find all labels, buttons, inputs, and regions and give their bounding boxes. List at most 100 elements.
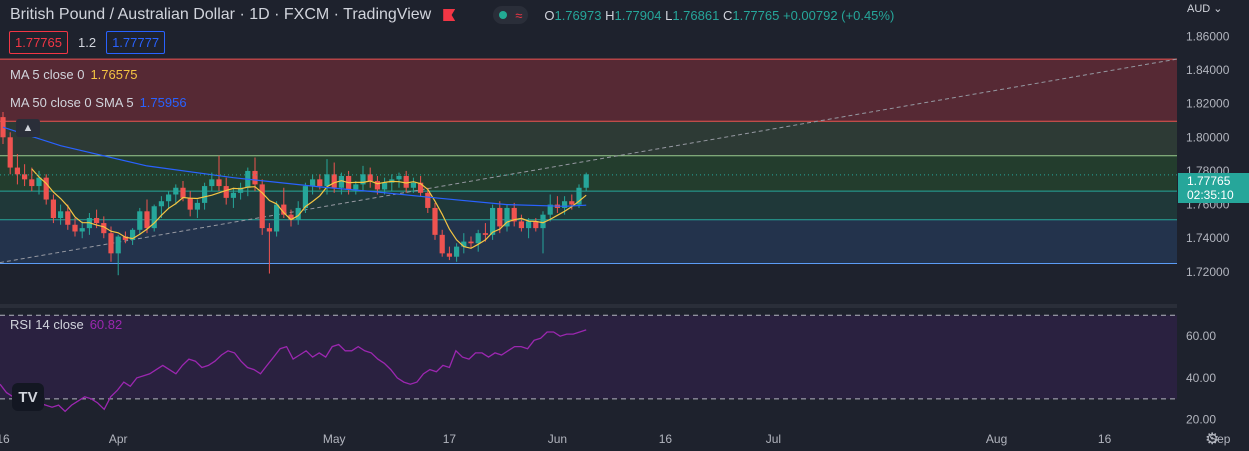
candle-body [266, 228, 272, 232]
price-tick-label: 1.72000 [1186, 265, 1230, 279]
candle-body [223, 186, 229, 198]
candle-body [130, 229, 136, 240]
candle-body [295, 207, 301, 220]
market-open-icon [499, 11, 508, 19]
chevron-down-icon: ⌄ [1213, 3, 1223, 15]
candle-body [173, 187, 179, 195]
change-value: +0.00792 (+0.45%) [782, 7, 895, 23]
time-tick-label: Apr [109, 432, 128, 446]
candle-body [310, 179, 316, 187]
time-tick-label: Jul [766, 432, 781, 446]
candle-body [353, 184, 359, 190]
candle-body [425, 192, 431, 208]
candle-body [14, 167, 20, 175]
candle-body [583, 174, 589, 188]
candle-body [432, 207, 438, 235]
rsi-band [0, 315, 1177, 399]
time-tick-label: May [323, 432, 346, 446]
close-label: C [722, 7, 733, 23]
candle-body [7, 137, 13, 168]
candle-body [338, 175, 344, 188]
candle-body [144, 211, 150, 229]
rsi-tick-label: 60.00 [1186, 329, 1216, 343]
low-label: L [665, 7, 673, 23]
candle-body [122, 236, 128, 240]
spread-value: 1.2 [78, 35, 97, 50]
bar-countdown: 02:35:10 [1187, 188, 1234, 202]
candle-body [36, 177, 42, 187]
ma5-legend[interactable]: MA 5 close 0 1.76575 [10, 67, 137, 82]
candle-body [497, 207, 503, 227]
symbol-title[interactable]: British Pound / Australian Dollar · 1D ·… [10, 6, 432, 23]
market-status-pill[interactable]: ≈ [493, 6, 529, 24]
candle-body [569, 201, 575, 205]
price-axis-bg [1177, 0, 1249, 451]
time-tick-label: 16 [1098, 432, 1112, 446]
candle-body [72, 224, 78, 232]
candle-body [454, 246, 460, 257]
close-value: 1.77765 [732, 7, 780, 23]
candle-body [410, 182, 416, 188]
candle-body [374, 181, 380, 190]
price-tick-label: 1.84000 [1186, 63, 1230, 77]
fib-zone [0, 191, 1177, 220]
candle-body [259, 184, 265, 229]
price-tick-label: 1.82000 [1186, 97, 1230, 111]
candle-body [468, 241, 474, 244]
price-tick-label: 1.74000 [1186, 231, 1230, 245]
rsi-label: RSI 14 close [10, 317, 84, 332]
ma5-line [31, 168, 587, 249]
ma50-label: MA 50 close 0 SMA 5 [10, 95, 134, 110]
candle-body [288, 214, 294, 220]
currency-label: AUD [1187, 3, 1211, 15]
candle-body [518, 221, 524, 229]
candle-body [439, 234, 445, 254]
high-label: H [605, 7, 615, 23]
rsi-legend[interactable]: RSI 14 close 60.82 [10, 317, 122, 332]
collapse-legend-icon[interactable]: ▲ [16, 119, 40, 137]
price-tick-label: 1.80000 [1186, 130, 1230, 144]
rsi-tick-label: 20.00 [1186, 413, 1216, 427]
last-price-tag: 1.77765 02:35:10 [1178, 173, 1249, 203]
fib-zone [0, 219, 1177, 264]
low-value: 1.76861 [672, 7, 720, 23]
gear-icon[interactable]: ⚙ [1205, 431, 1220, 448]
candle-body [101, 223, 107, 234]
candle-body [317, 179, 323, 187]
candle-body [151, 206, 157, 229]
candle-body [238, 187, 244, 193]
candle-body [302, 186, 308, 208]
candle-body [382, 182, 388, 190]
candle-body [137, 211, 143, 230]
candle-body [29, 179, 35, 187]
fib-zone [0, 59, 1177, 122]
sell-button[interactable]: 1.77765 [9, 31, 68, 54]
candle-body [475, 233, 481, 244]
candle-body [547, 204, 553, 215]
candle-body [274, 204, 280, 232]
candle-body [252, 170, 258, 185]
candle-body [58, 211, 64, 219]
candle-body [94, 218, 100, 224]
candle-body [50, 199, 56, 219]
candle-body [180, 187, 186, 198]
ma50-legend[interactable]: MA 50 close 0 SMA 5 1.75956 [10, 95, 187, 110]
candle-body [115, 236, 121, 254]
candle-body [230, 192, 236, 198]
candle-body [281, 204, 287, 215]
buy-button[interactable]: 1.77777 [106, 31, 166, 54]
time-tick-label: 16 [659, 432, 673, 446]
candle-body [43, 177, 49, 200]
candle-body [504, 207, 510, 227]
flag-icon[interactable] [443, 9, 456, 21]
tradingview-logo[interactable]: TV [12, 383, 44, 411]
candle-body [166, 194, 172, 202]
rsi-tick-label: 40.00 [1186, 371, 1216, 385]
time-tick-label: Aug [986, 432, 1007, 446]
candle-body [403, 175, 409, 188]
ma5-label: MA 5 close 0 [10, 67, 85, 82]
currency-selector[interactable]: AUD ⌄ [1187, 2, 1223, 15]
candle-body [108, 233, 114, 254]
time-tick-label: 17 [443, 432, 457, 446]
